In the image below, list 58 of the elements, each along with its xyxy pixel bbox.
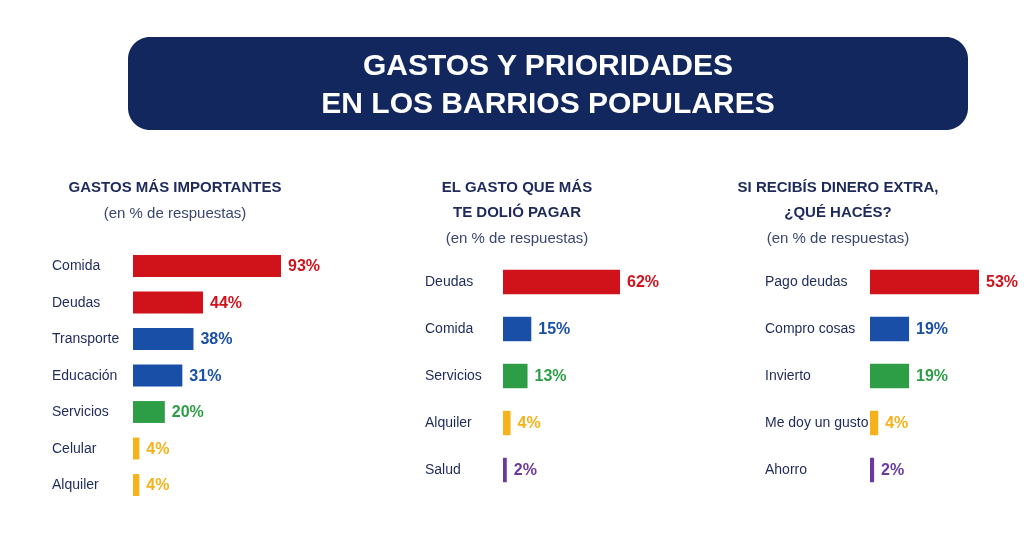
bar: [503, 410, 511, 436]
data-label: 53%: [986, 273, 1019, 290]
bar: [133, 364, 183, 387]
y-tick-label: Alquiler: [52, 476, 100, 492]
y-tick-label: Servicios: [52, 403, 109, 419]
y-tick-label: Pago deudas: [765, 273, 848, 289]
y-tick-label: Servicios: [425, 367, 482, 383]
y-tick-label: Educación: [52, 366, 118, 383]
y-tick-label: Alquiler: [425, 414, 473, 430]
chart-title: GASTOS MÁS IMPORTANTES: [68, 178, 282, 195]
data-label: 31%: [189, 366, 222, 384]
chart-title: SI RECIBÍS DINERO EXTRA, ¿QUÉ HACÉS?: [737, 178, 939, 220]
bar: [503, 363, 528, 389]
data-label: 4%: [146, 476, 170, 493]
data-label: 38%: [200, 330, 233, 347]
bar: [870, 269, 979, 295]
bar: [870, 410, 879, 436]
chart-subtitle: (en % de respuestas): [766, 229, 910, 246]
data-label: 62%: [627, 273, 660, 290]
text: GASTOS Y PRIORIDADES EN LOS BARRIOS POPULARES: [321, 48, 775, 119]
chart-subtitle: (en % de respuestas): [103, 204, 247, 221]
y-tick-label: Comida: [425, 320, 474, 336]
bar: [133, 255, 281, 277]
y-tick-label: Transporte: [52, 330, 120, 346]
y-tick-label: Celular: [52, 439, 97, 456]
bar: [870, 457, 875, 483]
data-label: 19%: [916, 320, 949, 337]
data-label: 4%: [146, 439, 170, 457]
data-label: 2%: [513, 461, 537, 478]
data-label: 93%: [288, 257, 321, 274]
data-label: 44%: [210, 293, 243, 311]
bar: [503, 316, 532, 342]
y-tick-label: Deudas: [425, 273, 474, 289]
bar: [503, 457, 507, 483]
bar: [870, 316, 910, 342]
y-tick-label: Comida: [52, 257, 101, 273]
y-tick-label: Me doy un gusto: [765, 414, 869, 430]
bar: [870, 363, 910, 389]
data-label: 4%: [517, 414, 541, 431]
y-tick-label: Deudas: [52, 293, 101, 310]
data-label: 19%: [916, 367, 949, 384]
bar: [503, 269, 620, 295]
bar: [133, 291, 204, 314]
y-tick-label: Ahorro: [765, 461, 808, 477]
data-label: 2%: [881, 461, 905, 478]
y-tick-label: Compro cosas: [765, 320, 856, 336]
data-label: 4%: [885, 414, 909, 431]
chart-title: EL GASTO QUE MÁS TE DOLIÓ PAGAR: [441, 178, 593, 220]
data-label: 13%: [534, 367, 567, 384]
chart-subtitle: (en % de respuestas): [445, 229, 589, 246]
data-label: 15%: [538, 320, 571, 337]
data-label: 20%: [171, 403, 204, 420]
y-tick-label: Invierto: [765, 367, 812, 383]
bar: [133, 474, 140, 496]
bar: [133, 437, 140, 460]
y-tick-label: Salud: [425, 461, 461, 477]
bar: [133, 401, 165, 423]
bar: [133, 328, 194, 350]
